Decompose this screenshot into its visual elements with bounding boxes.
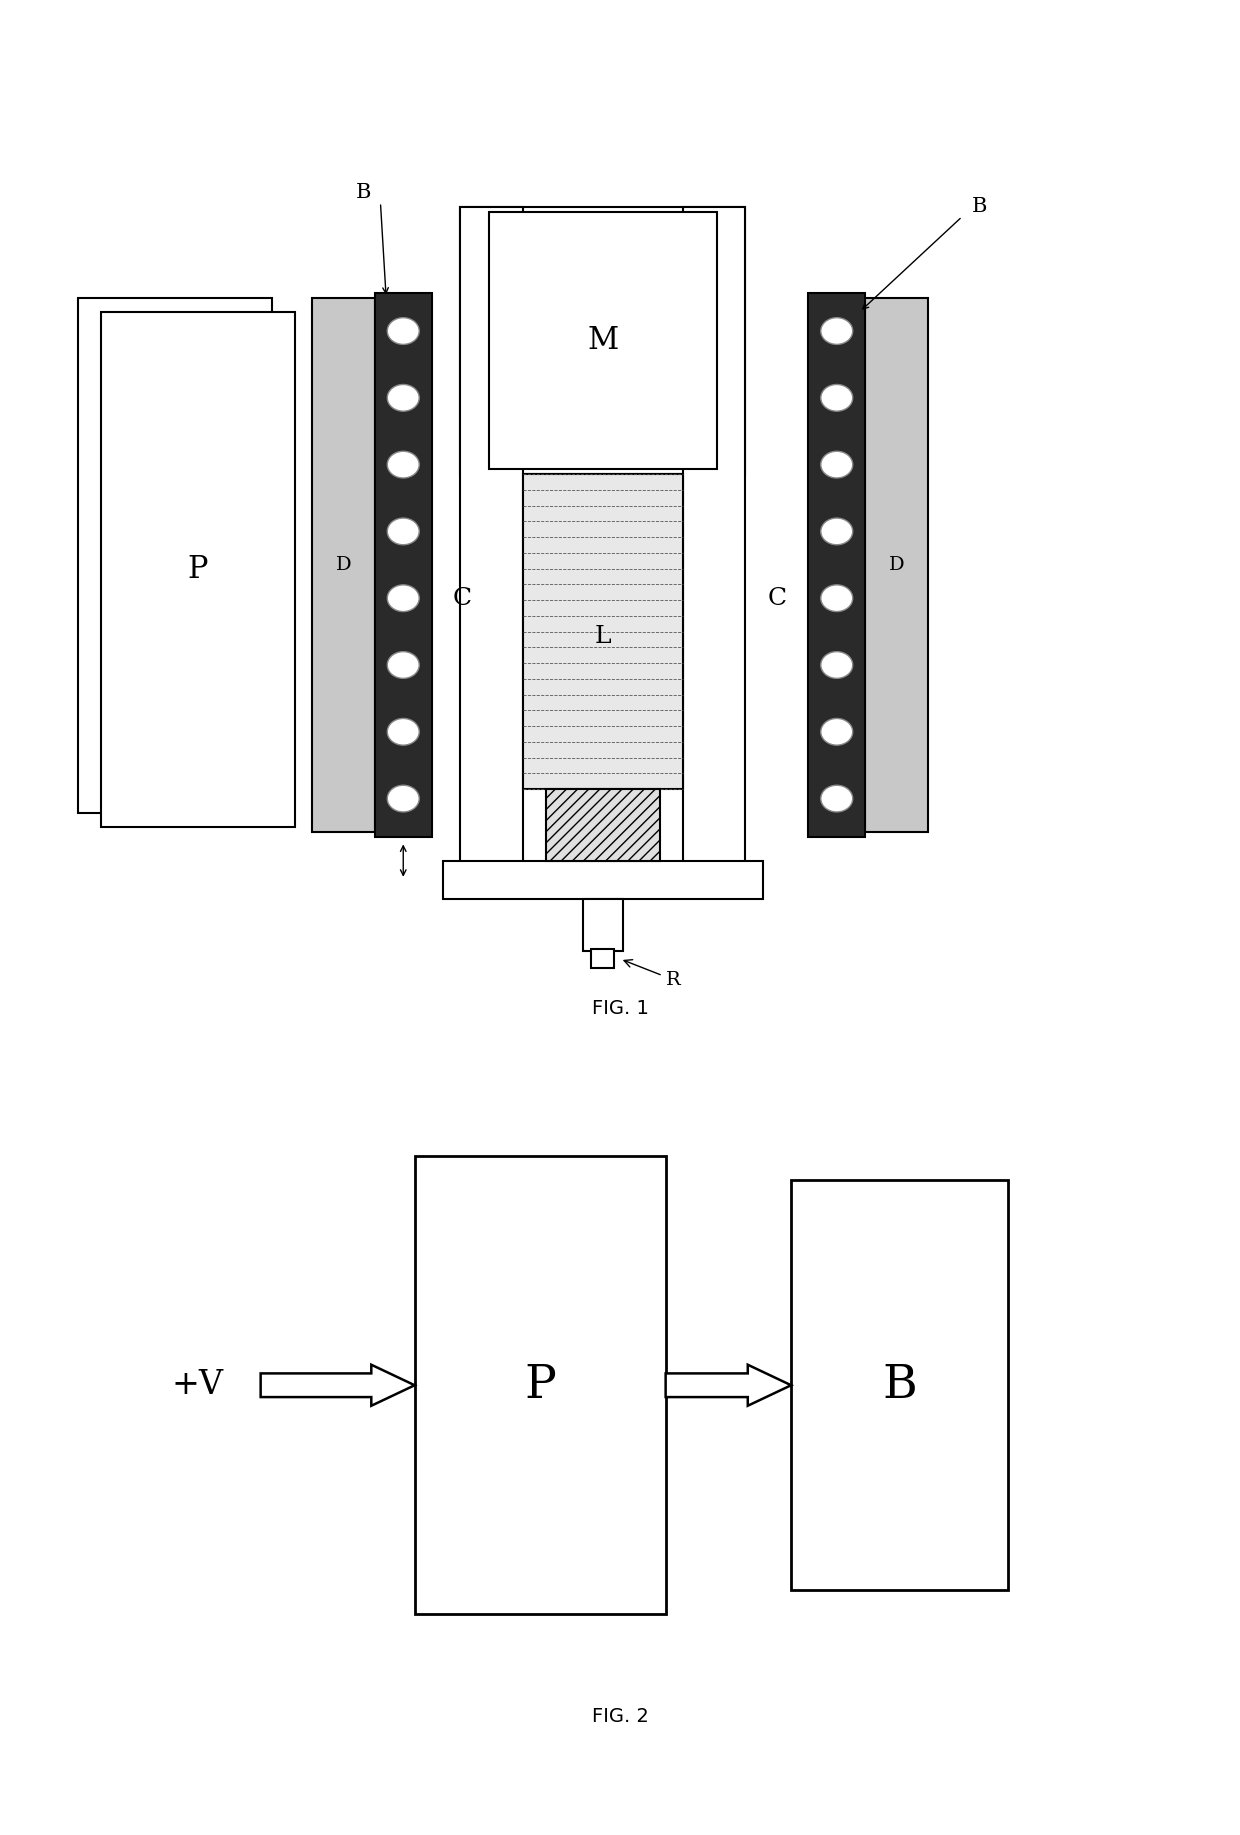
Bar (414, 1156, 666, 1615)
Circle shape (387, 317, 419, 345)
Circle shape (387, 785, 419, 811)
Polygon shape (666, 1365, 791, 1406)
Text: B: B (882, 1363, 916, 1407)
Bar (523, 473, 683, 789)
Text: L: L (594, 626, 611, 648)
Text: C: C (768, 587, 787, 609)
Text: FIG. 2: FIG. 2 (591, 1707, 649, 1727)
Circle shape (387, 651, 419, 679)
Circle shape (821, 317, 853, 345)
Circle shape (387, 517, 419, 545)
Bar (460, 207, 745, 473)
Text: +V: +V (172, 1369, 224, 1402)
Circle shape (821, 517, 853, 545)
Bar (591, 949, 614, 969)
Bar (374, 294, 432, 837)
Text: C: C (453, 587, 472, 609)
Bar (583, 899, 622, 951)
Bar (808, 294, 866, 837)
Circle shape (387, 719, 419, 745)
Circle shape (821, 719, 853, 745)
Circle shape (821, 651, 853, 679)
Text: B: B (972, 198, 987, 217)
Bar (78, 297, 272, 813)
Bar (791, 1180, 1008, 1591)
Circle shape (387, 585, 419, 611)
Circle shape (821, 585, 853, 611)
Text: P: P (525, 1363, 556, 1407)
Bar (546, 789, 660, 861)
Polygon shape (260, 1365, 414, 1406)
Text: M: M (588, 325, 619, 356)
Bar (443, 861, 763, 899)
Bar (312, 297, 374, 831)
Bar (100, 312, 295, 828)
Bar (683, 207, 745, 894)
Text: P: P (187, 554, 208, 585)
Bar (460, 207, 523, 894)
Text: D: D (336, 556, 351, 574)
Circle shape (821, 785, 853, 811)
Text: FIG. 1: FIG. 1 (591, 998, 649, 1018)
Bar (866, 297, 928, 831)
Circle shape (387, 385, 419, 411)
Circle shape (821, 451, 853, 477)
Text: D: D (889, 556, 904, 574)
Text: R: R (624, 960, 681, 989)
Bar (489, 211, 717, 470)
Circle shape (821, 385, 853, 411)
Circle shape (387, 451, 419, 477)
Text: B: B (356, 184, 371, 202)
